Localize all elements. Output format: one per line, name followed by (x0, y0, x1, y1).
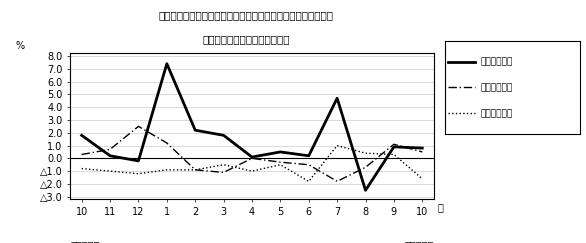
Text: 現金給与総額: 現金給与総額 (481, 57, 513, 66)
Text: 常用雇用指数: 常用雇用指数 (481, 109, 513, 118)
Text: %: % (16, 41, 25, 51)
Text: （規模５人以上　調査産業計）: （規模５人以上 調査産業計） (202, 34, 290, 44)
Text: 平成２０年: 平成２０年 (404, 240, 434, 243)
Text: 月: 月 (437, 202, 443, 212)
Text: 第４図　　賃金、労働時間、常用雇用指数対前年同月比の推移: 第４図 賃金、労働時間、常用雇用指数対前年同月比の推移 (159, 10, 333, 20)
Text: 総実労働時間: 総実労働時間 (481, 83, 513, 92)
Text: 平成１９年: 平成１９年 (70, 240, 100, 243)
